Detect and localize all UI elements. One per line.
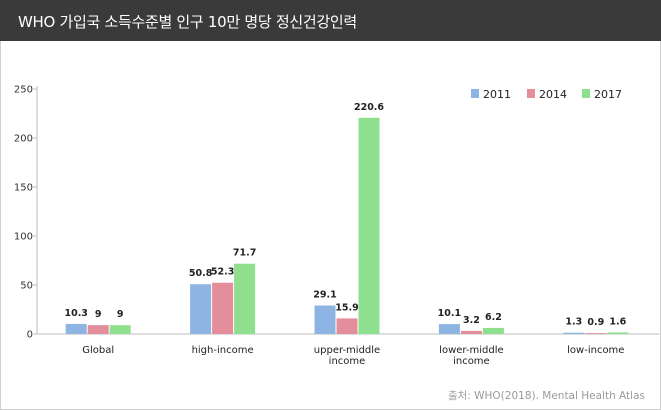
bar-2017 [358,117,380,334]
data-label: 0.9 [587,317,604,328]
x-tick-label: lower-middle [439,345,503,356]
bar-2011 [65,323,87,334]
legend-swatch-2011 [471,89,479,98]
legend-label: 2017 [594,88,622,101]
title-bar: WHO 가입국 소득수준별 인구 10만 명당 정신건강인력 [0,0,661,41]
bar-2017 [482,327,504,334]
x-tick-label: income [453,356,490,367]
x-tick-label: income [329,356,366,367]
bar-2014 [460,330,482,334]
y-tick-label: 0 [27,330,33,341]
data-label: 10.1 [438,308,461,319]
data-label: 29.1 [313,289,336,300]
bar-2011 [563,332,585,334]
data-label: 50.8 [189,268,213,279]
data-label: 52.3 [211,267,234,278]
legend-label: 2014 [539,88,567,101]
bar-2014 [212,282,234,334]
bar-2014 [336,318,358,334]
bar-2017 [607,332,629,334]
data-label: 15.9 [335,302,358,313]
legend-swatch-2017 [582,89,590,98]
y-tick-label: 200 [14,134,33,145]
data-label: 71.7 [233,248,256,259]
x-tick-label: Global [82,345,114,356]
chart-title: WHO 가입국 소득수준별 인구 10만 명당 정신건강인력 [18,13,357,31]
bar-2011 [314,305,336,334]
data-label: 3.2 [463,315,480,326]
data-label: 9 [95,309,102,320]
legend-label: 2011 [483,88,511,101]
bar-2014 [87,325,109,334]
source-note: 출처: WHO(2018). Mental Health Atlas [447,390,645,402]
x-tick-label: low-income [567,345,624,356]
legend-swatch-2014 [527,89,535,98]
bar-2011 [438,324,460,334]
x-tick-label: upper-middle [314,345,380,356]
data-label: 6.2 [485,312,502,323]
bar-2017 [234,263,256,334]
y-tick-label: 100 [14,232,33,243]
data-label: 220.6 [354,102,384,113]
bar-2014 [585,333,607,334]
bar-2017 [109,325,131,334]
y-tick-label: 50 [20,281,33,292]
y-tick-label: 250 [14,85,33,96]
bar-2011 [190,284,212,334]
y-tick-label: 150 [14,183,33,194]
x-tick-label: high-income [192,345,254,356]
data-label: 10.3 [64,308,87,319]
data-label: 1.3 [565,317,582,328]
data-label: 1.6 [609,316,626,327]
data-label: 9 [117,309,124,320]
